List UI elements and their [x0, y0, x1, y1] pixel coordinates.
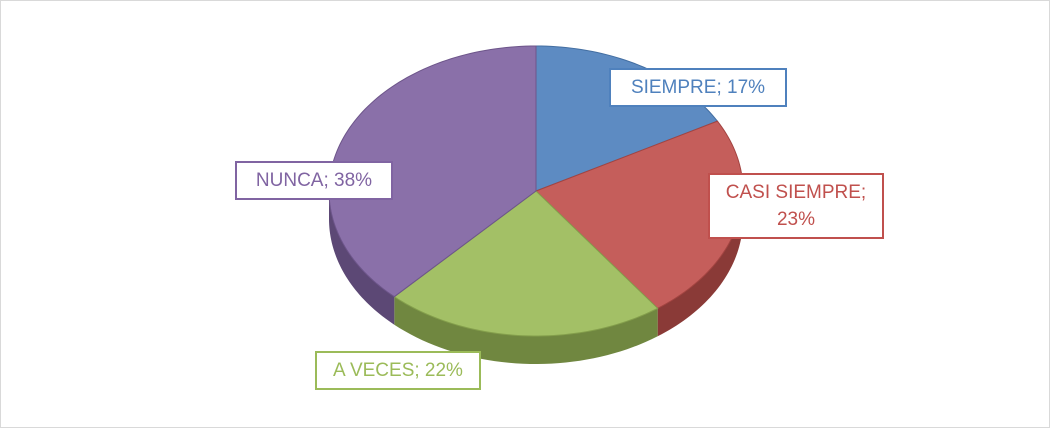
pie-side [657, 191, 743, 337]
pie-side [394, 296, 658, 364]
data-label: CASI SIEMPRE; 23% [708, 173, 884, 239]
pie-slice [328, 45, 537, 298]
data-label: A VECES; 22% [315, 351, 481, 390]
pie-slice [393, 190, 659, 337]
pie-side [329, 191, 395, 325]
data-label: SIEMPRE; 17% [609, 68, 787, 107]
data-label: NUNCA; 38% [235, 161, 393, 200]
